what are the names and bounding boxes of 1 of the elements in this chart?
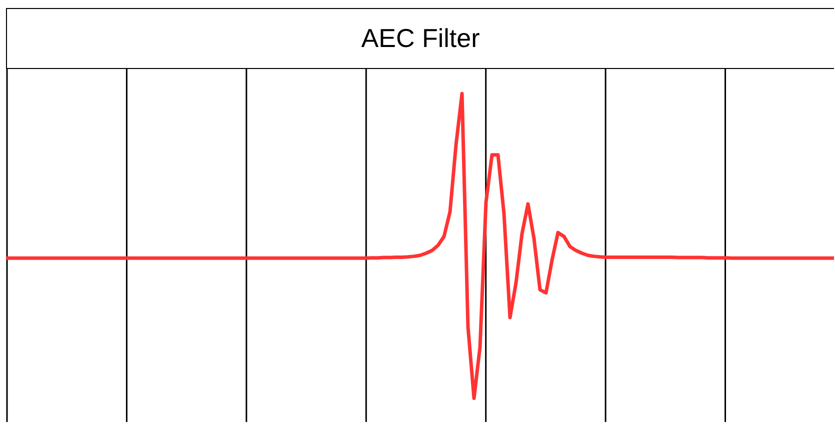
chart-title: AEC Filter xyxy=(361,23,480,54)
